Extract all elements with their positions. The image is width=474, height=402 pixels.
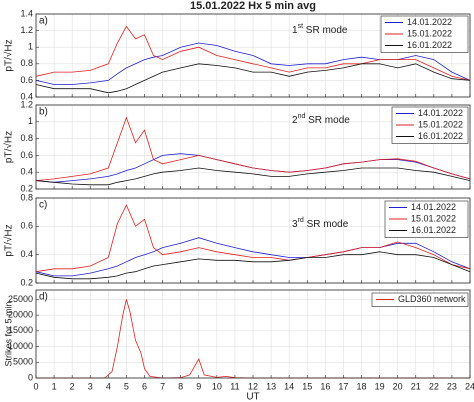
x-tick-label: 23 <box>447 381 457 391</box>
legend-label: 14.01.2022 <box>407 17 452 27</box>
legend-label: GLD360 network <box>398 294 466 304</box>
x-tick-label: 4 <box>106 381 111 391</box>
y-tick-label: 1.2 <box>20 25 33 35</box>
annotation-number: 3 <box>292 219 298 230</box>
y-tick-label: 1 <box>28 116 33 126</box>
legend-label: 14.01.2022 <box>411 202 456 212</box>
chart-title: 15.01.2022 Hx 5 min avg <box>190 0 316 12</box>
y-tick-label: 0.6 <box>20 150 33 160</box>
x-tick-label: 24 <box>465 381 474 391</box>
panel-label: d) <box>39 292 48 303</box>
y-tick-label: 5000 <box>13 357 33 367</box>
y-tick-label: 1 <box>28 42 33 52</box>
panel-label: c) <box>39 200 47 211</box>
y-tick-label: 0.8 <box>20 58 33 68</box>
legend-label: 15.01.2022 <box>407 28 452 38</box>
legend-label: 15.01.2022 <box>418 119 463 129</box>
y-tick-label: 0.2 <box>20 183 33 193</box>
x-tick-label: 7 <box>160 381 165 391</box>
x-axis-label: UT <box>246 392 259 402</box>
x-tick-label: 22 <box>429 381 439 391</box>
y-axis-label: Strikes for 5 min <box>3 301 13 366</box>
x-tick-label: 9 <box>196 381 201 391</box>
x-tick-label: 21 <box>411 381 421 391</box>
x-tick-label: 12 <box>248 381 258 391</box>
plot-frame <box>35 13 471 98</box>
annotation-sup: st <box>298 23 304 30</box>
legend-label: 15.01.2022 <box>411 213 456 223</box>
panel-label: b) <box>39 107 48 118</box>
y-tick-label: 0.6 <box>20 221 33 231</box>
plot-frame <box>35 104 471 190</box>
mode-annotation: 1st SR mode <box>292 23 348 36</box>
y-tick-label: 0.6 <box>20 75 33 85</box>
y-tick-label: 0.4 <box>20 91 33 101</box>
x-tick-label: 6 <box>142 381 147 391</box>
y-tick-label: 0.4 <box>20 167 33 177</box>
x-tick-label: 20 <box>393 381 403 391</box>
x-tick-label: 8 <box>178 381 183 391</box>
y-tick-label: 10000 <box>8 341 33 351</box>
x-tick-label: 16 <box>320 381 330 391</box>
legend-label: 14.01.2022 <box>418 108 463 118</box>
legend-box <box>371 292 469 307</box>
y-tick-label: 1.2 <box>20 99 33 109</box>
mode-annotation: 2nd SR mode <box>292 113 350 126</box>
series-line <box>35 25 471 81</box>
y-tick-label: 0 <box>28 372 33 382</box>
series-line <box>35 167 471 186</box>
annotation-number: 2 <box>292 115 298 126</box>
x-tick-label: 1 <box>52 381 57 391</box>
panel-label: a) <box>39 16 48 27</box>
y-tick-label: 0.2 <box>20 277 33 287</box>
x-tick-label: 3 <box>88 381 93 391</box>
series-line <box>35 116 471 181</box>
legend-label: 16.01.2022 <box>407 40 452 50</box>
y-tick-label: 15000 <box>8 325 33 335</box>
y-tick-label: 0.8 <box>20 192 33 202</box>
legend-label: 16.01.2022 <box>418 131 463 141</box>
series-line <box>35 237 471 277</box>
y-tick-label: 0.8 <box>20 133 33 143</box>
series-line <box>35 63 471 94</box>
annotation-number: 1 <box>292 25 298 36</box>
annotation-sup: rd <box>298 217 304 224</box>
series-line <box>35 204 471 273</box>
x-tick-label: 2 <box>70 381 75 391</box>
y-tick-label: 1.4 <box>20 8 33 18</box>
x-tick-label: 10 <box>212 381 222 391</box>
annotation-sup: nd <box>298 113 306 120</box>
annotation-rest: SR mode <box>304 219 349 230</box>
x-tick-label: 17 <box>338 381 348 391</box>
legend-label: 16.01.2022 <box>411 225 456 235</box>
x-tick-label: 11 <box>230 381 239 391</box>
plot-frame <box>35 197 471 284</box>
mode-annotation: 3rd SR mode <box>292 217 349 230</box>
x-tick-label: 15 <box>302 381 312 391</box>
x-tick-label: 18 <box>356 381 366 391</box>
y-axis-label: pT/√Hz <box>3 39 15 71</box>
x-tick-label: 19 <box>375 381 385 391</box>
annotation-rest: SR mode <box>303 25 348 36</box>
plot-frame <box>35 289 471 379</box>
x-tick-label: 5 <box>124 381 129 391</box>
y-tick-label: 0.4 <box>20 249 33 259</box>
y-axis-label: pT/√Hz <box>3 131 15 163</box>
y-axis-label: pT/√Hz <box>3 224 15 256</box>
annotation-rest: SR mode <box>305 115 350 126</box>
x-tick-label: 13 <box>266 381 276 391</box>
series-line <box>35 251 471 280</box>
x-tick-label: 0 <box>33 381 38 391</box>
x-tick-label: 14 <box>284 381 294 391</box>
y-tick-label: 25000 <box>8 294 33 304</box>
y-tick-label: 20000 <box>8 310 33 320</box>
